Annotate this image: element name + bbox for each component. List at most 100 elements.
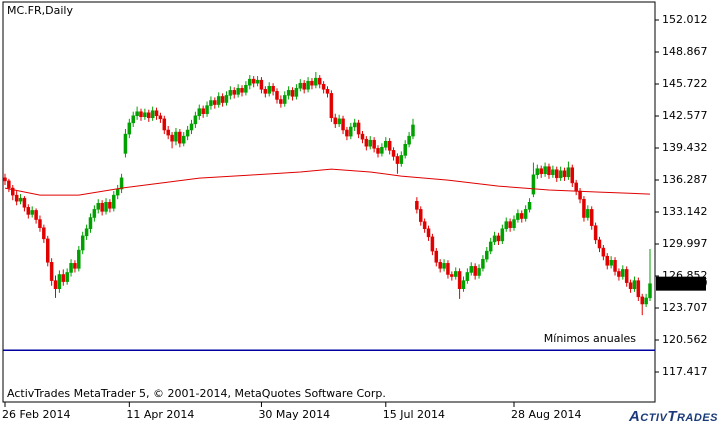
candle-body [108,202,112,209]
candle-body [352,122,357,128]
candle-body [30,210,34,215]
plot-frame [2,1,656,403]
candle-body [11,187,15,196]
candle-body [496,235,501,242]
candle-body [193,115,198,125]
candle-body [162,118,167,131]
candle-body [508,221,512,228]
x-tick-label: 11 Apr 2014 [126,408,194,421]
candle-body [492,235,497,243]
candle-body [329,93,334,119]
candle-body [3,177,7,182]
candle-body [7,180,11,189]
candle-body [294,88,299,97]
candle-body [26,207,31,215]
candle-body [434,250,439,263]
candle-body [481,258,485,269]
candle-body [628,282,633,289]
candle-body [127,122,132,135]
candle-body [158,115,163,120]
candle-body [450,274,454,277]
candle-body [399,155,404,164]
y-tick-label: 117.417 [662,365,708,378]
candle-body [259,79,264,90]
candle-body [317,77,322,85]
candle-body [321,83,326,90]
candle-body [341,118,345,131]
candle-body [372,139,376,149]
candle-body [38,219,42,228]
candle-body [53,280,58,289]
candle-body [154,110,159,117]
candle-body [314,77,318,86]
candle-body [123,133,128,154]
y-tick-label: 139.432 [662,141,708,154]
footer: ActivTrades MetaTrader 5, © 2001-2014, M… [7,387,386,400]
candle-body [131,115,135,124]
candle-body [500,228,505,242]
candle-body [286,90,291,96]
candle-body [589,209,594,226]
candle-body [224,95,229,103]
chart-title: MC.FR,Daily [7,4,73,17]
candle-body [349,126,353,137]
candle-body [248,78,252,86]
candle-body [578,190,582,200]
candle-body [461,280,466,289]
candle-body [166,129,170,136]
candle-body [364,138,369,147]
candle-body [345,129,349,137]
candle-body [255,79,260,84]
y-tick-label: 148.867 [662,45,708,58]
candle-body [119,177,124,190]
candle-body [644,297,648,305]
candle-body [170,134,174,142]
candle-body [387,140,392,151]
candle-body [92,209,97,218]
candle-body [73,263,77,269]
y-tick-label: 133.142 [662,205,708,218]
candle-body [617,271,621,277]
candle-body [558,170,563,179]
candle-body [562,170,567,178]
candle-body [290,90,295,97]
candle-body [69,263,73,273]
candle-body [469,266,474,273]
candle-body [174,131,178,142]
candle-body [283,95,287,104]
candle-body [271,86,275,92]
candle-body [376,148,380,154]
candle-body [34,210,38,220]
y-tick-label: 120.562 [662,333,708,346]
candle-body [582,198,586,218]
candle-body [531,174,536,195]
candle-body [527,202,532,210]
candle-body [139,111,143,118]
candle-body [279,99,283,104]
candle-body [189,123,194,131]
candle-body [384,140,388,148]
candle-body [236,88,240,95]
candle-body [570,167,575,184]
candle-body [22,197,27,208]
candle-body [263,89,268,94]
candle-body [18,197,23,202]
candle-body [115,188,120,196]
candle-body [267,86,271,94]
last-price-label: 126.100 [662,277,708,290]
candle-body [185,129,190,137]
candle-body [438,262,442,269]
candle-body [442,263,446,269]
candle-body [551,169,555,176]
candle-body [566,167,571,178]
candle-body [213,100,217,105]
candle-body [543,166,547,175]
candle-body [112,194,116,209]
candle-body [403,144,407,156]
candle-body [465,272,470,281]
level-label: Mínimos anuales [544,332,636,345]
candle-body [306,80,310,90]
candle-body [419,209,423,222]
last-price-box [656,276,706,291]
